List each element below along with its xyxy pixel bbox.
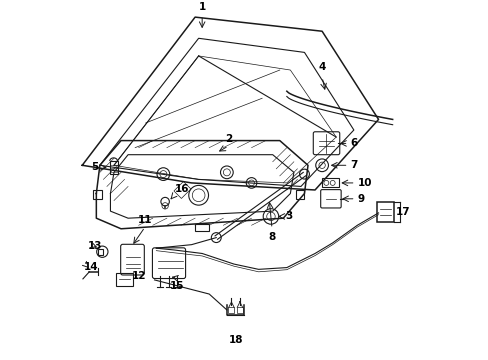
Text: 18: 18 bbox=[228, 335, 243, 345]
Bar bbox=[376, 202, 393, 222]
Text: 8: 8 bbox=[268, 232, 275, 242]
Text: 6: 6 bbox=[349, 138, 357, 148]
Bar bbox=[237, 307, 243, 314]
Bar bbox=[322, 178, 338, 187]
Text: 13: 13 bbox=[87, 242, 102, 251]
Bar bbox=[295, 190, 304, 199]
Bar bbox=[174, 181, 190, 198]
Bar bbox=[227, 307, 234, 314]
Text: 9: 9 bbox=[357, 194, 364, 204]
Text: 7: 7 bbox=[349, 160, 357, 170]
Text: 17: 17 bbox=[395, 207, 410, 217]
Text: 11: 11 bbox=[138, 215, 152, 225]
Text: 16: 16 bbox=[174, 184, 189, 194]
Text: 12: 12 bbox=[131, 271, 146, 282]
Bar bbox=[109, 161, 117, 174]
Text: 3: 3 bbox=[285, 211, 292, 221]
Text: 10: 10 bbox=[357, 178, 371, 188]
Text: 2: 2 bbox=[224, 134, 232, 144]
Bar bbox=[93, 190, 102, 199]
Text: 15: 15 bbox=[170, 281, 184, 291]
Bar bbox=[98, 249, 103, 255]
Bar bbox=[195, 224, 209, 230]
Text: 1: 1 bbox=[198, 2, 205, 12]
Text: 4: 4 bbox=[318, 62, 325, 72]
Bar bbox=[116, 273, 132, 286]
Text: 14: 14 bbox=[84, 261, 99, 271]
Text: 5: 5 bbox=[91, 162, 99, 172]
